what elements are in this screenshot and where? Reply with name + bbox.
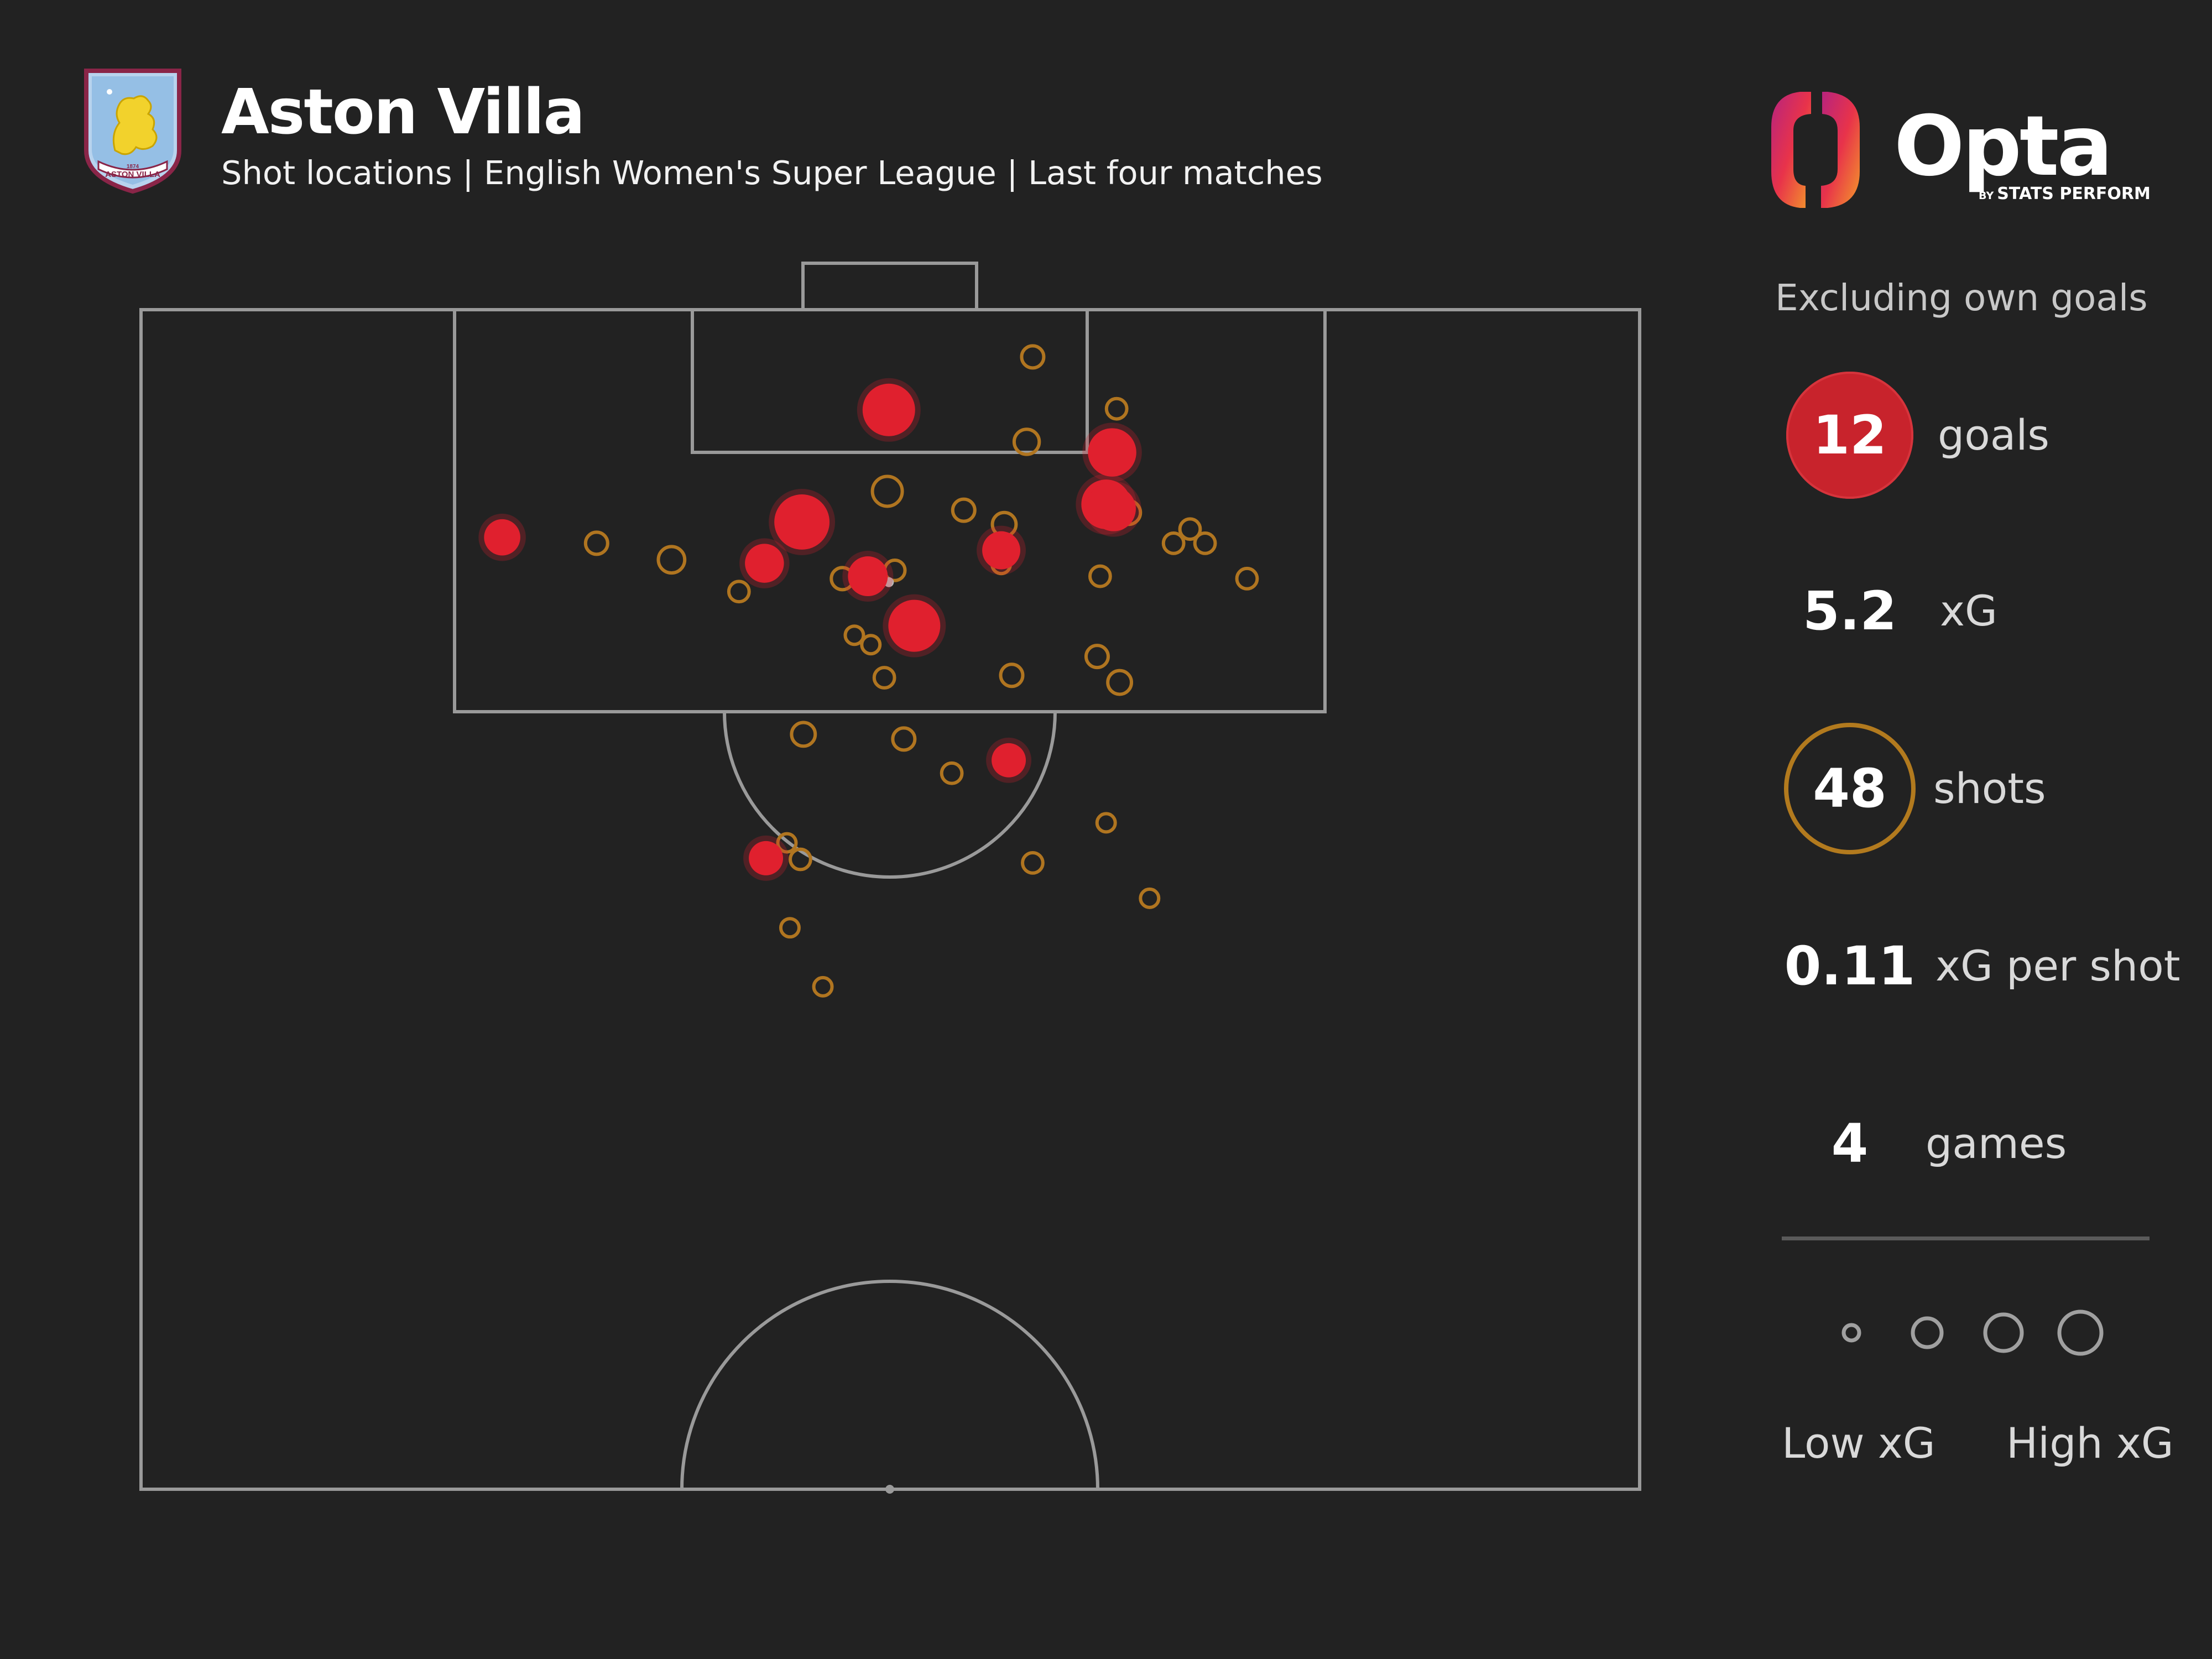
goal-point-4 xyxy=(1091,487,1136,531)
goals-badge-icon xyxy=(1786,372,1913,499)
goal-point-11 xyxy=(992,743,1026,778)
shot-point-34 xyxy=(779,917,801,939)
goal-point-8 xyxy=(982,531,1020,570)
games-label: games xyxy=(1926,1119,2067,1168)
centre-circle xyxy=(680,1280,1099,1490)
goal-point-5 xyxy=(774,494,830,550)
shot-point-10 xyxy=(1161,531,1186,555)
crest-name: ASTON VILLA xyxy=(105,170,160,179)
stat-xg: 5.2 xG xyxy=(1786,547,2206,675)
penalty-area xyxy=(453,308,1327,713)
shot-point-7 xyxy=(951,497,977,523)
goal-frame xyxy=(801,262,978,311)
page-subtitle: Shot locations | English Women's Super L… xyxy=(221,154,1323,192)
centre-spot xyxy=(885,1485,894,1494)
opta-logo-icon xyxy=(1771,92,1860,208)
shot-point-31 xyxy=(789,847,812,872)
goal-point-7 xyxy=(745,544,784,583)
shot-point-1 xyxy=(1020,344,1046,370)
shot-point-18 xyxy=(1235,566,1259,591)
shot-point-23 xyxy=(872,666,896,690)
shot-point-4 xyxy=(870,474,904,508)
goals-value: 12 xyxy=(1813,404,1887,466)
stat-xg-per-shot: 0.11 xG per shot xyxy=(1784,902,2206,1030)
goal-point-10 xyxy=(888,599,941,652)
legend-low-xg: Low xG xyxy=(1782,1418,1936,1468)
shot-point-35 xyxy=(812,975,834,998)
page-title: Aston Villa xyxy=(221,76,585,148)
shot-point-9 xyxy=(1178,517,1202,541)
xg-size-legend xyxy=(1841,1310,2104,1356)
shot-point-20 xyxy=(843,624,865,646)
xg-per-shot-label: xG per shot xyxy=(1936,941,2180,990)
shot-point-28 xyxy=(940,761,964,785)
shot-point-25 xyxy=(1106,669,1134,696)
pitch-markings xyxy=(139,262,1641,1491)
legend-circle-3 xyxy=(1983,1312,2024,1353)
legend-circle-4 xyxy=(2057,1310,2104,1356)
shot-point-27 xyxy=(891,726,917,752)
six-yard-box xyxy=(691,308,1089,454)
games-value: 4 xyxy=(1831,1113,1869,1175)
legend-circle-1 xyxy=(1841,1323,1861,1343)
opta-tagline-by: BY xyxy=(1979,190,1994,202)
xg-value: 5.2 xyxy=(1802,580,1897,642)
opta-wordmark: Opta xyxy=(1894,98,2113,195)
goal-point-1 xyxy=(862,383,915,436)
shot-point-32 xyxy=(1021,851,1045,875)
shot-point-26 xyxy=(790,721,817,748)
shot-point-3 xyxy=(1012,427,1041,456)
stat-games: 4 games xyxy=(1786,1080,2206,1207)
goals-label: goals xyxy=(1938,410,2050,460)
shots-layer xyxy=(478,344,1259,998)
xg-label: xG xyxy=(1940,586,1997,635)
goal-point-9 xyxy=(848,556,888,597)
goal-point-6 xyxy=(484,519,520,556)
shot-point-30 xyxy=(776,832,798,854)
legend-circle-2 xyxy=(1911,1316,1944,1349)
aston-villa-crest-icon: 1874 ASTON VILLA xyxy=(84,69,181,194)
goal-point-12 xyxy=(749,841,784,875)
shot-point-13 xyxy=(656,545,687,575)
opta-tagline: BY STATS PERFORM xyxy=(1979,184,2151,204)
shot-point-12 xyxy=(583,530,609,556)
xg-per-shot-value: 0.11 xyxy=(1784,935,1916,997)
legend-high-xg: High xG xyxy=(2006,1418,2174,1468)
stat-goals: 12 goals xyxy=(1786,372,2206,499)
crest-year: 1874 xyxy=(127,164,139,170)
shot-point-33 xyxy=(1139,887,1161,909)
shots-badge-icon xyxy=(1784,723,1916,854)
shot-point-11 xyxy=(1193,531,1217,555)
panel-divider xyxy=(1782,1237,2150,1240)
shot-map xyxy=(139,262,1641,1494)
shot-point-29 xyxy=(1095,812,1117,834)
shot-point-21 xyxy=(860,634,882,656)
opta-tagline-text: STATS PERFORM xyxy=(1997,184,2151,204)
shot-point-2 xyxy=(1104,397,1129,421)
shots-label: shots xyxy=(1933,764,2046,813)
shot-point-24 xyxy=(999,662,1025,688)
goal-point-2 xyxy=(1088,428,1136,477)
excluding-own-goals-note: Excluding own goals xyxy=(1775,276,2148,319)
shot-point-17 xyxy=(1088,564,1112,588)
penalty-arc xyxy=(723,711,1057,879)
pitch-half-outline xyxy=(139,308,1641,1491)
shot-point-19 xyxy=(727,580,751,604)
shots-value: 48 xyxy=(1813,758,1887,820)
shot-point-22 xyxy=(1084,644,1110,670)
stat-shots: 48 shots xyxy=(1784,723,2206,854)
